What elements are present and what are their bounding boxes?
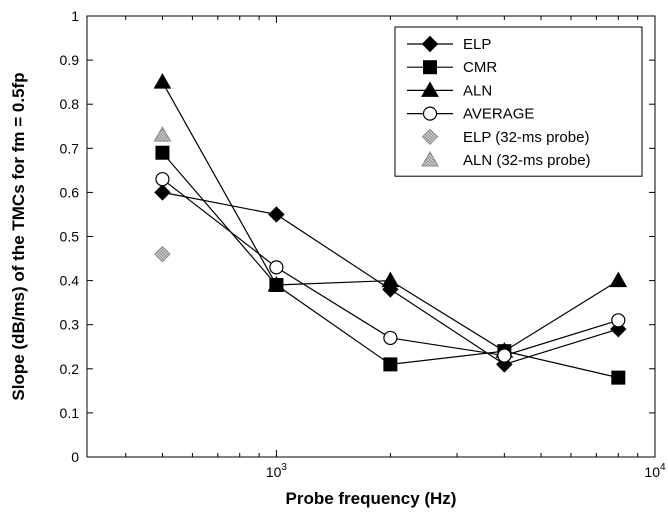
legend-label: CMR xyxy=(463,59,497,76)
legend-entry: ELP xyxy=(407,35,491,53)
data-point xyxy=(155,145,170,160)
data-point xyxy=(497,348,512,363)
data-point xyxy=(154,245,171,263)
x-axis-title: Probe frequency (Hz) xyxy=(286,489,457,508)
y-tick-label: 0.1 xyxy=(60,405,80,421)
legend-marker xyxy=(421,81,439,97)
y-tick-label: 0.4 xyxy=(60,273,80,289)
legend-label: ELP xyxy=(463,36,491,53)
data-point xyxy=(154,184,171,201)
series-average xyxy=(155,172,626,363)
legend-box xyxy=(394,26,643,177)
y-tick-label: 0.7 xyxy=(60,140,80,156)
data-point xyxy=(611,370,626,385)
legend-label: ELP (32-ms probe) xyxy=(463,129,589,146)
legend-marker xyxy=(422,106,438,121)
data-point xyxy=(611,313,626,328)
y-tick-label: 0.5 xyxy=(60,229,80,245)
y-tick-label: 0 xyxy=(71,449,79,465)
y-tick-label: 0.8 xyxy=(60,96,80,112)
legend-entry: AVERAGE xyxy=(407,106,534,123)
y-tick-label: 0.3 xyxy=(60,317,80,333)
legend-label: ALN xyxy=(463,82,492,99)
data-point xyxy=(153,126,172,142)
legend-entry: ELP (32-ms probe) xyxy=(421,128,589,146)
legend-entry: CMR xyxy=(407,59,497,76)
legend-marker xyxy=(421,150,439,167)
axes: 0 0.1 0.2 0.3 0.4 0.5 0.6 0.7 0.8 0.9 1 103 104 xyxy=(60,8,666,480)
y-axis-title: Slope (dB/ms) of the TMCs for fm = 0.5fp xyxy=(9,72,28,400)
legend-marker xyxy=(421,35,439,53)
data-point xyxy=(381,271,400,288)
series-aln-32-ms-probe xyxy=(153,126,172,142)
x-tick-label: 103 xyxy=(266,462,288,480)
legend: ELP CMR ALN AVERAGE ELP (32-ms probe) ALN (32… xyxy=(394,26,643,177)
x-tick-label: 104 xyxy=(644,462,666,480)
y-tick-label: 0.6 xyxy=(60,184,80,200)
data-point xyxy=(609,271,628,288)
series-elp-32-ms-probe xyxy=(154,245,171,263)
y-tick-label: 1 xyxy=(71,8,79,24)
y-tick-label: 0.9 xyxy=(60,52,80,68)
data-point xyxy=(268,206,285,223)
legend-marker xyxy=(421,128,439,146)
legend-label: AVERAGE xyxy=(463,106,534,123)
data-point xyxy=(155,172,170,187)
y-tick-label: 0.2 xyxy=(60,361,80,377)
data-point xyxy=(267,276,286,292)
legend-marker xyxy=(423,60,437,75)
legend-entry: ALN (32-ms probe) xyxy=(421,150,591,169)
data-point xyxy=(383,357,398,372)
data-point xyxy=(269,260,284,275)
data-series xyxy=(153,73,628,385)
data-point xyxy=(383,330,398,346)
data-point xyxy=(153,73,172,89)
legend-entry: ALN xyxy=(407,81,492,99)
legend-label: ALN (32-ms probe) xyxy=(463,152,591,169)
